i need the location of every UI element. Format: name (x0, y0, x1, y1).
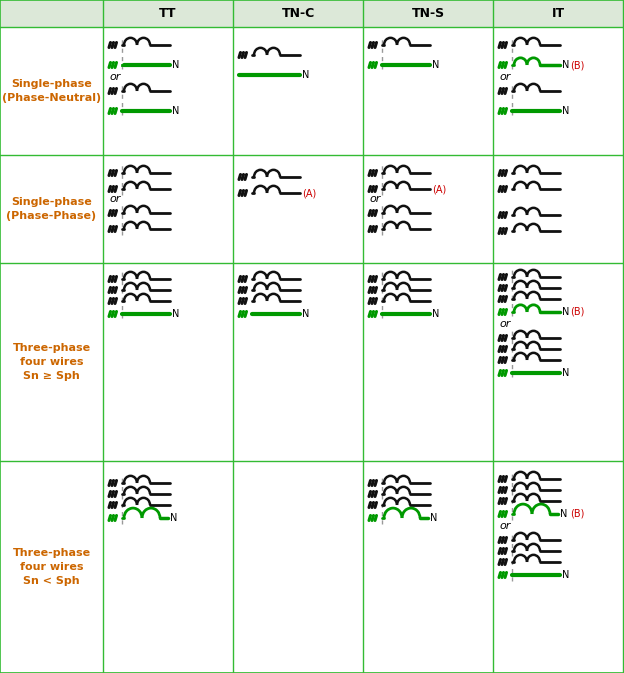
Bar (0, 0, 624, 27)
Text: N: N (302, 309, 310, 319)
Text: N: N (562, 60, 569, 70)
Text: N: N (560, 509, 567, 519)
Text: N: N (562, 307, 569, 317)
Text: N: N (562, 368, 569, 378)
Text: Three-phase
four wires
Sn ≥ Sph: Three-phase four wires Sn ≥ Sph (12, 343, 90, 381)
Bar (0, 27, 624, 155)
Text: or: or (369, 194, 381, 204)
Text: (A): (A) (432, 184, 446, 194)
Text: TN-C: TN-C (281, 7, 314, 20)
Text: Single-phase
(Phase-Phase): Single-phase (Phase-Phase) (6, 197, 97, 221)
Text: (B): (B) (570, 60, 584, 70)
Text: (A): (A) (302, 188, 316, 198)
Text: or: or (499, 521, 510, 531)
Text: (B): (B) (570, 307, 584, 317)
Text: TN-S: TN-S (411, 7, 444, 20)
Text: IT: IT (552, 7, 565, 20)
Text: N: N (432, 309, 439, 319)
Text: N: N (432, 60, 439, 70)
Bar (0, 263, 624, 461)
Text: N: N (562, 570, 569, 580)
Text: Three-phase
four wires
Sn < Sph: Three-phase four wires Sn < Sph (12, 548, 90, 586)
Text: Single-phase
(Phase-Neutral): Single-phase (Phase-Neutral) (2, 79, 101, 103)
Text: N: N (170, 513, 177, 523)
Text: N: N (430, 513, 437, 523)
Text: N: N (302, 70, 310, 80)
Text: N: N (562, 106, 569, 116)
Text: (B): (B) (570, 509, 584, 519)
Bar (0, 155, 624, 263)
Text: or: or (499, 72, 510, 82)
Text: or: or (109, 72, 120, 82)
Text: N: N (172, 309, 179, 319)
Text: N: N (172, 106, 179, 116)
Text: N: N (172, 60, 179, 70)
Text: TT: TT (159, 7, 177, 20)
Text: or: or (499, 319, 510, 329)
Text: or: or (109, 194, 120, 204)
Bar (0, 461, 624, 673)
